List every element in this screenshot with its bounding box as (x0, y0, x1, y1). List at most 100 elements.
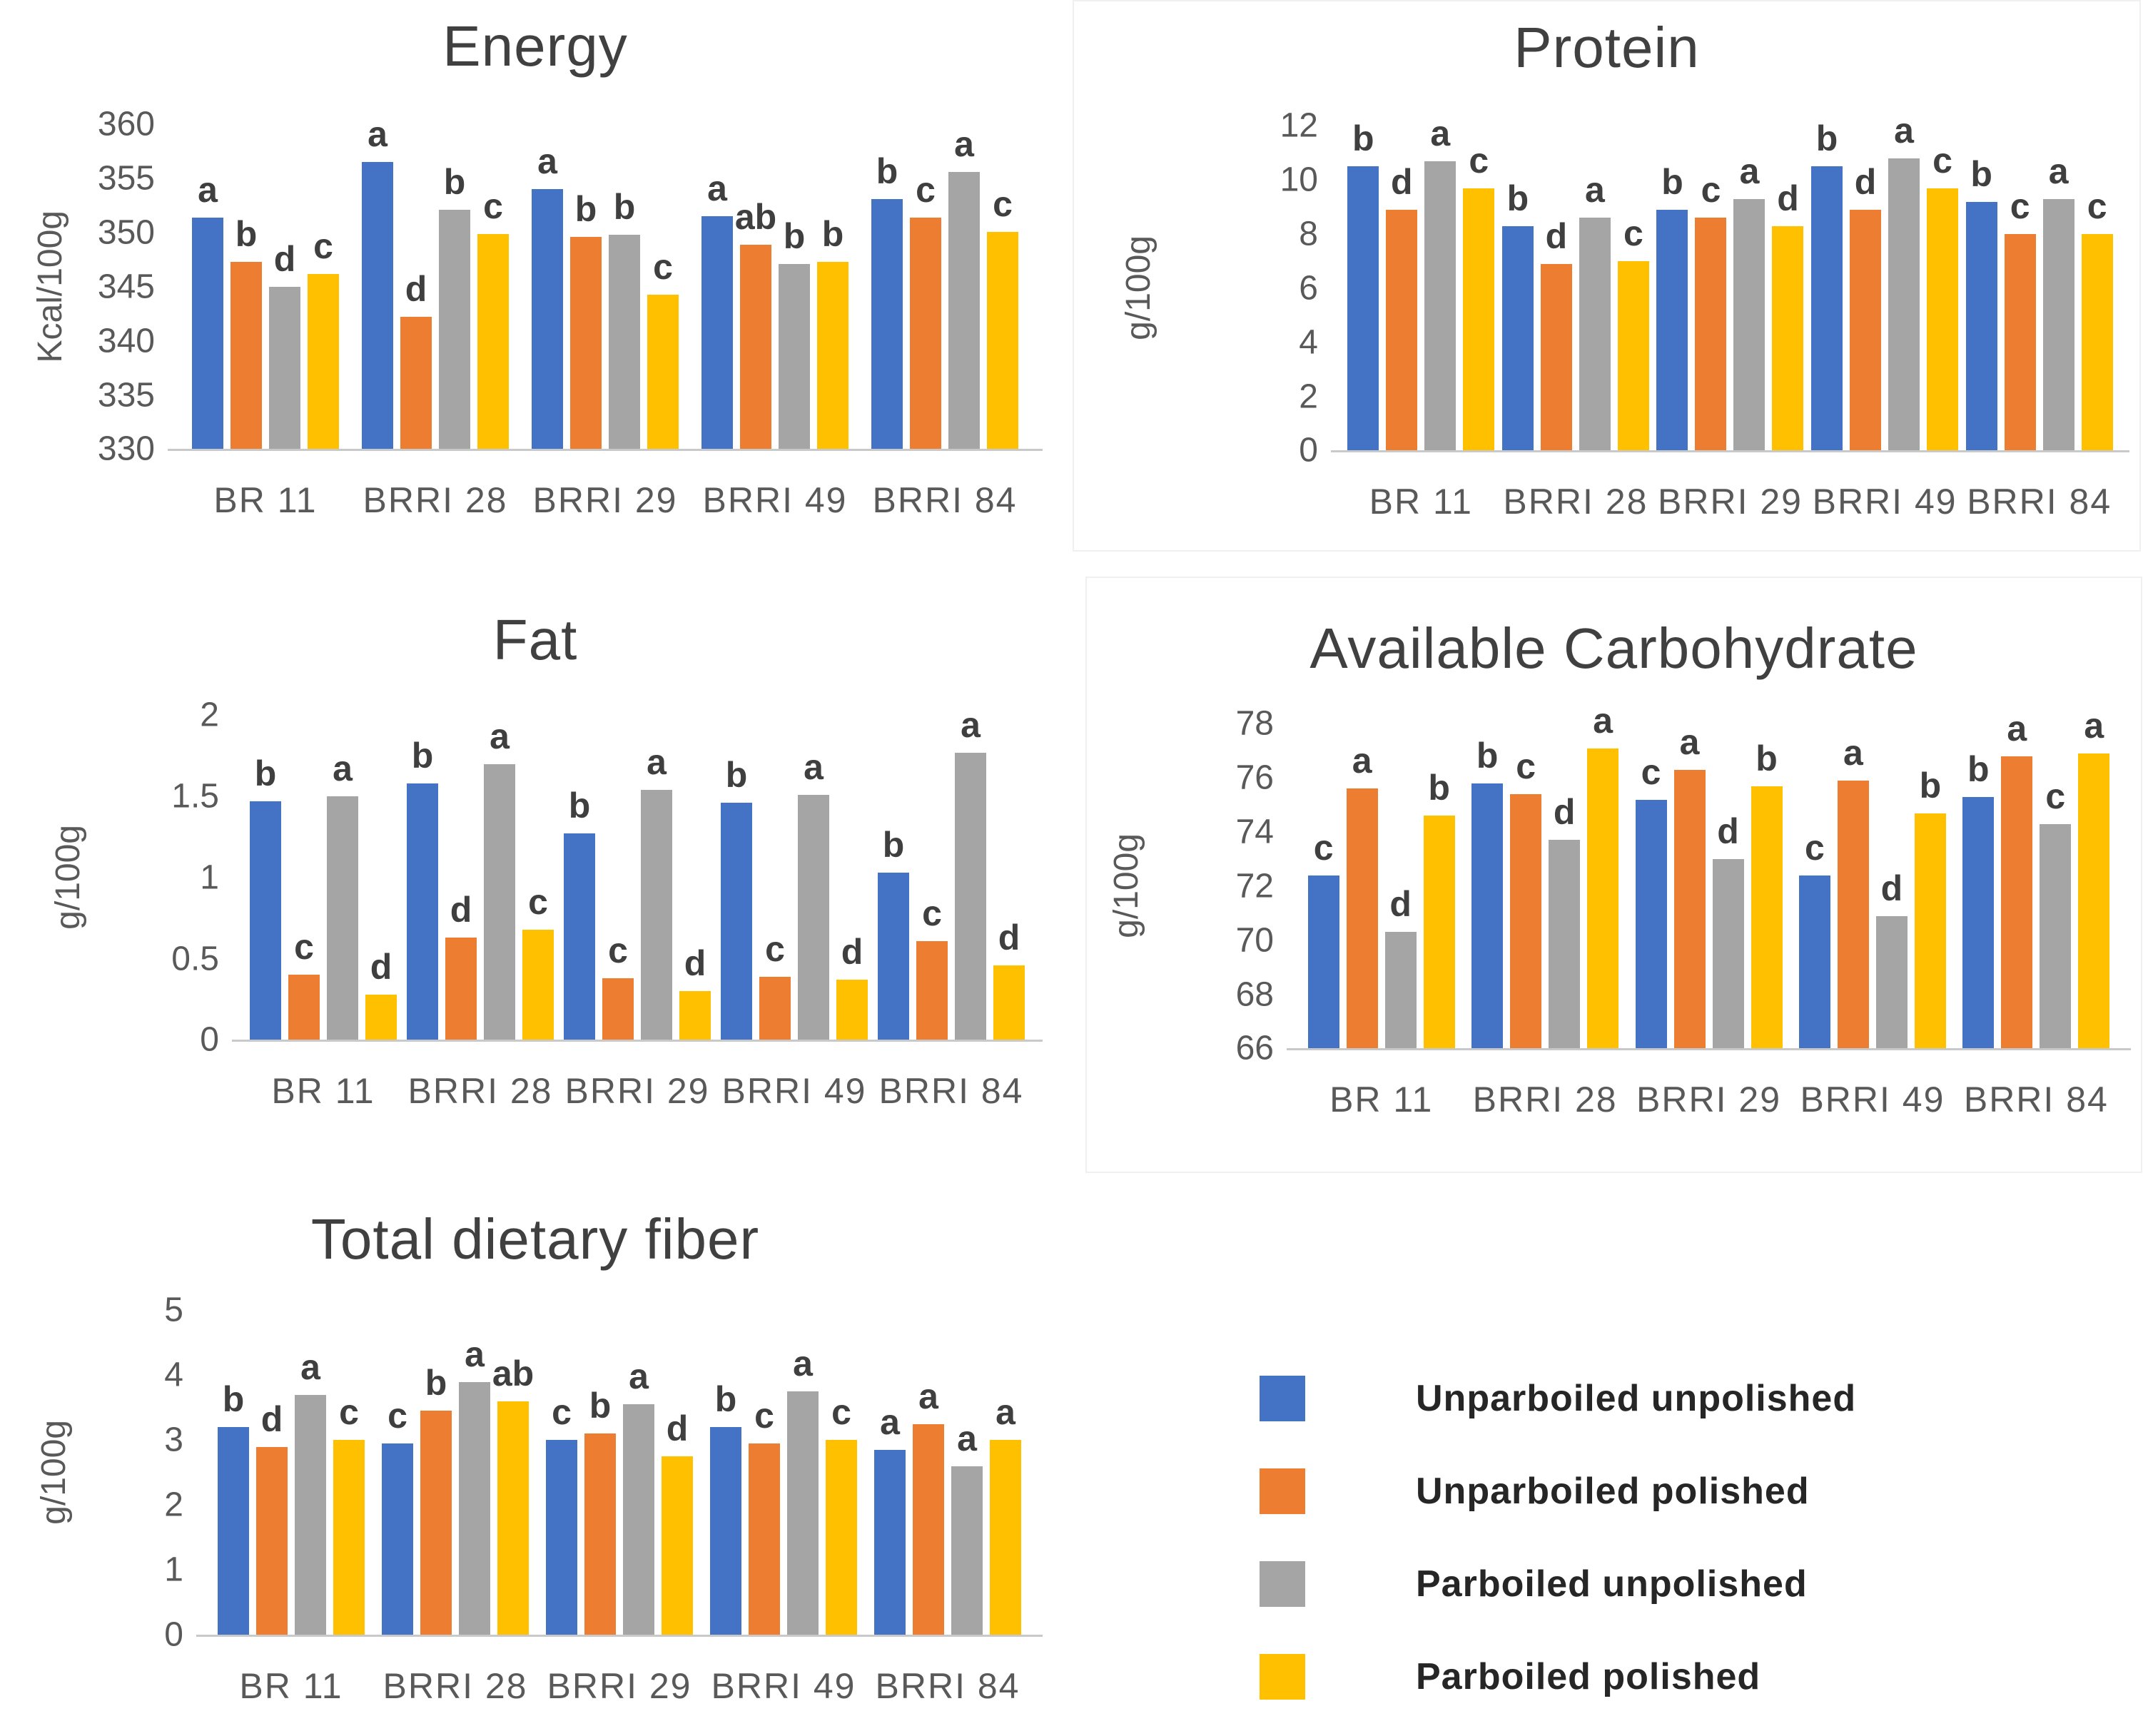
bar-slot: a (2042, 126, 2074, 451)
y-tick-label: 4 (1299, 323, 1318, 362)
bar-slot: a (1579, 126, 1611, 451)
y-tick-label: 4 (164, 1356, 183, 1394)
bar-parboiled-unpolished (439, 210, 470, 450)
significance-letter: c (552, 1392, 572, 1433)
y-tick-label: 5 (164, 1291, 183, 1329)
significance-letter: b (235, 214, 258, 255)
bar-group-brri-28: b d a c (402, 715, 559, 1040)
y-tick-label: 330 (97, 430, 155, 468)
bar-unparboiled-unpolished (192, 217, 223, 450)
y-tick-label: 74 (1235, 813, 1274, 851)
bar-unparboiled-unpolished (871, 199, 903, 450)
legend-swatch-parboiled-unpolished (1260, 1561, 1305, 1607)
bar-slot: a (459, 1310, 490, 1635)
chart-title-carbohydrate: Available Carbohydrate (1309, 616, 1918, 680)
chart-title-fiber: Total dietary fiber (310, 1207, 760, 1271)
bar-parboiled-unpolished (609, 235, 640, 450)
significance-letter: c (1469, 140, 1489, 181)
y-tick-label: 0 (164, 1615, 183, 1654)
bar-slot: c (987, 124, 1018, 450)
chart-panel-energy: Energy Kcal/100g 360 355 350 345 340 335 330 a… (18, 0, 1053, 564)
bar-parboiled-polished (308, 273, 339, 450)
chart-panel-carbohydrate: Available Carbohydrate g/100g 78 76 74 72 70… (1085, 577, 2142, 1173)
bar-parboiled-polished (1751, 786, 1783, 1049)
significance-letter: c (528, 881, 548, 922)
bar-group-brri-28: c b a ab (373, 1310, 537, 1635)
significance-letter: b (1756, 738, 1778, 778)
bar-unparboiled-unpolished (546, 1440, 577, 1635)
x-category-label: BRRI 29 (532, 480, 678, 521)
legend-label: Parboiled polished (1416, 1656, 1761, 1697)
y-tick-label: 72 (1235, 867, 1274, 905)
bar-parboiled-polished (679, 991, 711, 1040)
bar-unparboiled-unpolished (1798, 875, 1830, 1049)
bar-parboiled-unpolished (459, 1381, 490, 1635)
significance-letter: b (589, 1386, 612, 1426)
significance-letter: a (957, 1418, 977, 1458)
y-tick-label: 1 (164, 1550, 183, 1589)
bar-slot: c (308, 124, 339, 450)
bar-parboiled-unpolished (787, 1391, 819, 1635)
legend-label: Unparboiled unpolished (1416, 1378, 1857, 1419)
bar-slot: b (817, 124, 848, 450)
x-category-label: BRRI 29 (564, 1071, 710, 1112)
bar-unparboiled-polished (420, 1411, 452, 1635)
significance-letter: a (1352, 741, 1372, 781)
y-tick-label: 360 (97, 105, 155, 143)
bar-slot: b (420, 1310, 452, 1635)
y-axis-unit: g/100g (18, 1310, 89, 1635)
significance-letter: a (804, 746, 824, 787)
bar-group-brri-49: a ab b b (690, 124, 860, 450)
y-tick-label: 1.5 (171, 777, 219, 816)
bar-slot: c (2004, 126, 2036, 451)
bar-slot: a (787, 1310, 819, 1635)
bar-parboiled-polished (662, 1456, 693, 1635)
significance-letter: a (961, 704, 981, 745)
y-tick-label: 10 (1280, 161, 1318, 199)
significance-letter: c (1516, 746, 1536, 786)
x-axis-labels: BR 11 BRRI 28 BRRI 29 BRRI 49 BRRI 84 (1331, 481, 2129, 522)
bar-parboiled-unpolished (1549, 840, 1581, 1049)
y-axis-unit: Kcal/100g (18, 124, 82, 449)
x-category-label: BRRI 84 (878, 1071, 1024, 1112)
significance-letter: d (1777, 178, 1799, 218)
bar-parboiled-unpolished (641, 790, 672, 1040)
y-tick-label: 335 (97, 376, 155, 415)
y-axis-unit-label: g/100g (1107, 833, 1145, 939)
y-axis-unit-label: g/100g (49, 825, 87, 930)
significance-letter: b (574, 189, 597, 230)
bar-slot: a (362, 114, 393, 450)
bar-slot: c (333, 1310, 365, 1635)
bar-slot: a (955, 705, 986, 1040)
bar-slot: c (647, 124, 679, 450)
bar-unparboiled-polished (916, 940, 948, 1040)
significance-letter: d (260, 1399, 283, 1439)
significance-letter: a (1679, 721, 1700, 762)
bar-slot: a (990, 1310, 1021, 1635)
x-category-label: BRRI 84 (1967, 482, 2112, 522)
bar-slot: a (1346, 724, 1378, 1049)
bar-parboiled-unpolished (623, 1404, 654, 1635)
y-tick-label: 355 (97, 159, 155, 198)
significance-letter: b (1476, 735, 1499, 776)
bar-slot: c (1695, 126, 1727, 451)
legend-swatch-unparboiled-unpolished (1260, 1376, 1305, 1421)
bar-slot: c (749, 1310, 780, 1635)
y-tick-label: 0 (1299, 431, 1318, 469)
significance-letter: c (922, 893, 942, 933)
x-category-label: BRRI 84 (875, 1666, 1020, 1707)
significance-letter: d (405, 269, 427, 310)
bar-unparboiled-polished (1850, 209, 1882, 451)
bar-slot: d (1384, 724, 1417, 1049)
bar-group-brri-29: b c a d (559, 715, 716, 1040)
bar-slot: ab (492, 1310, 534, 1635)
